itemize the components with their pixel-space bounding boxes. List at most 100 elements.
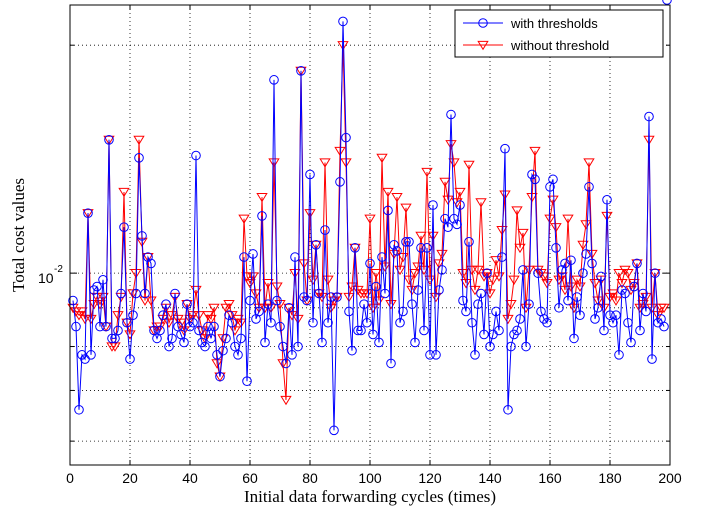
data-point <box>383 205 393 216</box>
data-point <box>256 193 268 203</box>
data-point <box>275 321 285 332</box>
data-point <box>616 279 628 289</box>
data-point <box>122 317 132 328</box>
data-point <box>128 310 138 320</box>
data-point <box>334 146 346 157</box>
y-tick-exponent: -2 <box>54 264 63 275</box>
circle-icon <box>478 18 488 28</box>
data-point <box>317 337 327 348</box>
data-point <box>481 269 493 279</box>
data-point <box>113 325 123 336</box>
plot-area <box>67 0 672 466</box>
data-point <box>649 269 661 279</box>
data-point <box>371 281 381 292</box>
data-point <box>635 325 645 336</box>
x-tick-label: 40 <box>182 470 198 486</box>
data-point <box>554 302 564 313</box>
data-point <box>404 236 414 247</box>
data-point <box>628 279 640 289</box>
data-point <box>646 303 658 314</box>
data-point <box>566 255 576 266</box>
data-point <box>472 265 484 276</box>
x-tick-labels: 0 20 40 60 80 100 120 140 160 180 200 <box>66 470 682 486</box>
data-point <box>562 214 574 224</box>
data-point <box>592 296 604 306</box>
data-point <box>619 265 631 276</box>
data-point <box>218 345 228 356</box>
data-point <box>269 75 279 85</box>
data-point <box>455 200 465 210</box>
data-point <box>107 333 117 344</box>
data-point <box>512 325 522 336</box>
data-point <box>389 240 399 250</box>
data-point <box>449 213 459 224</box>
data-point <box>454 187 466 198</box>
series-layer <box>67 0 672 436</box>
data-point <box>208 303 220 314</box>
data-point <box>175 318 187 329</box>
data-point <box>607 289 619 299</box>
data-point <box>412 262 424 272</box>
data-point <box>178 326 190 336</box>
data-point <box>92 281 102 292</box>
data-point <box>376 153 388 164</box>
data-point <box>353 325 363 336</box>
data-point <box>104 135 114 145</box>
data-point <box>413 285 423 295</box>
triangle-down-icon <box>477 40 489 51</box>
data-point <box>211 359 223 369</box>
data-point <box>437 265 447 275</box>
data-point <box>155 325 165 336</box>
data-point <box>496 225 508 236</box>
data-point <box>431 350 441 360</box>
data-point <box>227 317 237 328</box>
data-point <box>599 325 609 336</box>
data-point <box>662 0 672 5</box>
data-point <box>314 288 324 299</box>
y-tick-labels: 10 -2 <box>38 264 63 286</box>
data-point <box>401 236 411 247</box>
data-point <box>548 174 558 185</box>
data-point <box>308 317 318 328</box>
data-point <box>610 296 622 306</box>
data-point <box>521 341 531 352</box>
data-point <box>142 252 154 263</box>
data-point <box>391 193 403 203</box>
data-point <box>629 281 639 292</box>
data-point <box>244 279 256 289</box>
data-point <box>83 208 93 218</box>
data-point <box>170 288 180 299</box>
data-point <box>85 314 97 325</box>
data-point <box>602 194 612 205</box>
data-point <box>238 214 250 224</box>
data-point <box>242 376 252 386</box>
data-point <box>161 299 171 309</box>
data-point <box>410 337 420 348</box>
data-point <box>347 345 357 356</box>
data-point <box>575 310 585 320</box>
data-point <box>641 306 651 317</box>
data-point <box>335 177 345 187</box>
data-point <box>250 289 262 299</box>
data-point <box>508 275 520 286</box>
data-point <box>467 317 477 328</box>
data-point <box>209 321 219 332</box>
x-axis-label: Initial data forwarding cycles (times) <box>244 487 496 506</box>
data-point <box>338 16 348 27</box>
data-point <box>446 109 456 120</box>
data-point <box>245 295 255 306</box>
data-point <box>445 140 457 150</box>
data-point <box>257 211 267 221</box>
data-point <box>452 219 462 230</box>
data-point <box>460 279 472 289</box>
data-point <box>433 259 445 269</box>
data-point <box>550 223 562 233</box>
x-tick-label: 200 <box>658 470 682 486</box>
data-point <box>281 358 291 369</box>
data-point <box>659 321 669 332</box>
data-point <box>503 404 513 415</box>
data-point <box>307 275 319 286</box>
data-point <box>578 268 588 278</box>
data-point <box>571 275 583 286</box>
data-point <box>652 311 664 321</box>
